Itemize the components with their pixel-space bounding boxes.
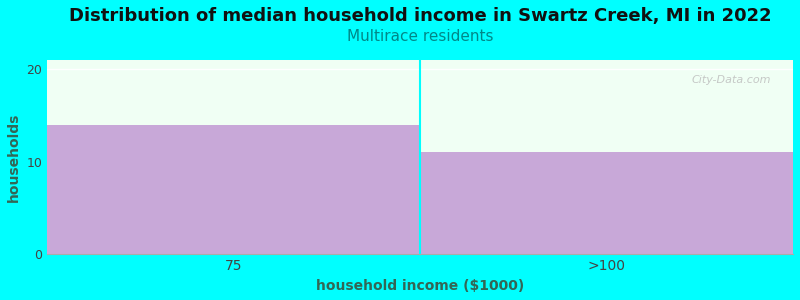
Text: Multirace residents: Multirace residents <box>347 29 494 44</box>
Y-axis label: households: households <box>7 112 21 202</box>
Bar <box>47 124 420 254</box>
Title: Distribution of median household income in Swartz Creek, MI in 2022: Distribution of median household income … <box>69 7 771 25</box>
Text: City-Data.com: City-Data.com <box>691 75 770 85</box>
X-axis label: household income ($1000): household income ($1000) <box>316 279 524 293</box>
Bar <box>420 152 793 254</box>
